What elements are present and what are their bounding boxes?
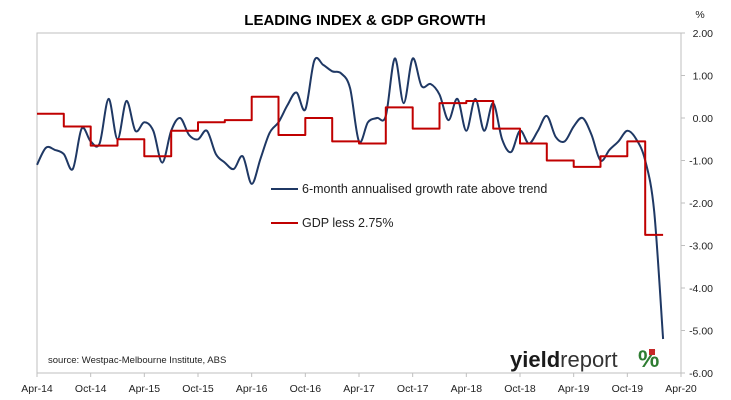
x-tick-label: Apr-16 [236, 383, 268, 395]
series-layer [36, 56, 665, 340]
x-tick-label: Oct-14 [75, 383, 107, 395]
x-tick-label: Apr-20 [665, 383, 697, 395]
logo-word-report: report [560, 347, 617, 372]
x-tick-label: Apr-18 [451, 383, 483, 395]
logo-percent-icon: % [638, 346, 659, 373]
y-tick-label: -5.00 [689, 326, 713, 338]
logo-word-yield: yield [510, 347, 560, 372]
source-note: source: Westpac-Melbourne Institute, ABS [48, 355, 226, 366]
y-tick-label: -2.00 [689, 198, 713, 210]
svg-text:yieldreport: yieldreport [510, 347, 618, 372]
y-tick-label: 0.00 [693, 113, 714, 125]
y-unit-label: % [695, 9, 704, 21]
y-tick-label: 1.00 [693, 71, 714, 83]
x-tick-label: Oct-19 [612, 383, 644, 395]
x-tick-label: Apr-17 [343, 383, 375, 395]
x-tick-label: Apr-14 [21, 383, 53, 395]
y-tick-label: -1.00 [689, 156, 713, 168]
y-tick-label: -4.00 [689, 283, 713, 295]
legend: 6-month annualised growth rate above tre… [271, 182, 547, 230]
series-line-leading-index [36, 56, 665, 340]
x-axis: Apr-14 Oct-14 Apr-15 Oct-15 Apr-16 Oct-16 Apr-… [21, 373, 697, 395]
y-axis: 2.00 1.00 0.00 -1.00 -2.00 -3.00 -4.00 -5.00 -6.… [681, 28, 713, 380]
legend-label-gdp: GDP less 2.75% [302, 216, 393, 230]
x-tick-label: Oct-15 [182, 383, 214, 395]
x-tick-label: Oct-18 [504, 383, 536, 395]
logo-percent-accent [649, 349, 655, 355]
y-tick-label: -6.00 [689, 368, 713, 380]
y-tick-label: -3.00 [689, 241, 713, 253]
x-tick-label: Apr-15 [129, 383, 161, 395]
chart-title: LEADING INDEX & GDP GROWTH [244, 12, 485, 29]
x-tick-label: Oct-16 [290, 383, 322, 395]
yieldreport-logo: yieldreport % [510, 346, 659, 373]
series-line-gdp [37, 95, 664, 236]
x-tick-label: Oct-17 [397, 383, 429, 395]
legend-label-leading-index: 6-month annualised growth rate above tre… [302, 182, 547, 196]
plot-area [36, 32, 682, 374]
y-tick-label: 2.00 [693, 28, 714, 40]
x-tick-label: Apr-19 [558, 383, 590, 395]
